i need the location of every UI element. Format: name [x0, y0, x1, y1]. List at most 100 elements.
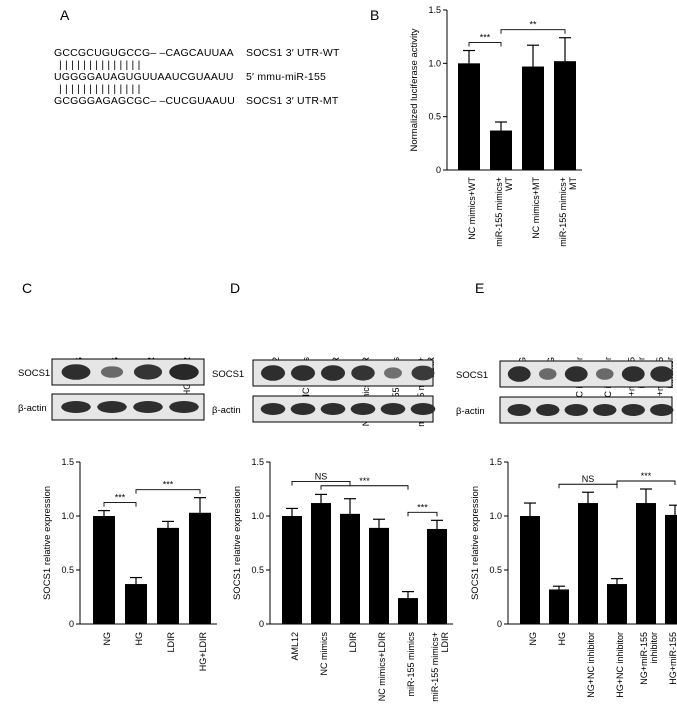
bar: [636, 503, 656, 624]
chart-d: 0 0.5 1.0 1.5 SOCS1 relative expression AML12…: [232, 457, 453, 702]
y-tick-label: 1.0: [428, 58, 441, 68]
label-wt: SOCS1 3′ UTR-WT: [246, 47, 340, 59]
blot-band: [507, 404, 531, 416]
y-axis-label: Normalized luciferase activity: [409, 28, 420, 151]
x-tick-label: HG+NC inhibitor: [615, 632, 625, 698]
significance-bracket: [500, 29, 566, 34]
bar: [125, 584, 147, 624]
bar: [369, 527, 389, 624]
blot-band: [350, 403, 376, 415]
lane-label: HG+NC inhibitor: [603, 357, 613, 423]
significance-label: NS: [582, 474, 595, 484]
x-tick-label: NC mimics+WT: [467, 177, 477, 240]
significance-label: ***: [115, 493, 126, 503]
blot-band: [621, 366, 645, 382]
panel-letter-e: E: [475, 280, 484, 296]
bar: [398, 598, 418, 624]
y-tick-label: 1.5: [489, 457, 502, 467]
blot-band: [100, 366, 124, 378]
chart-b: 0 0.5 1.0 1.5 Normalized luciferase activity…: [409, 5, 582, 247]
blot-band: [97, 401, 127, 413]
bar: [549, 589, 569, 624]
panel-letter-a: A: [60, 7, 70, 23]
x-tick-label: HG: [134, 632, 144, 646]
x-tick-label: miR-155 mimics+MT: [558, 177, 578, 247]
actin-row-label: β-actin: [212, 405, 241, 416]
socs1-row-label: SOCS1: [212, 369, 244, 380]
bar: [340, 513, 360, 624]
blot-band: [380, 403, 406, 415]
x-tick-label: NG: [102, 632, 112, 646]
x-tick-label: NC mimics: [319, 632, 329, 676]
blot-band: [133, 364, 163, 380]
seq-wt-pairs: | | | | | | | | | | | | | |: [59, 59, 141, 71]
panel-letter-c: C: [22, 280, 32, 296]
x-tick-label: HG+LDIR: [198, 632, 208, 672]
significance-label: ***: [417, 502, 428, 512]
bar: [93, 516, 115, 624]
x-tick-label: miR-155 mimics+LDIR: [430, 632, 450, 702]
y-tick-label: 1.0: [61, 511, 74, 521]
bar: [282, 516, 302, 624]
bar: [427, 528, 447, 624]
blot-band: [384, 367, 402, 379]
blot-band: [411, 365, 435, 381]
bar: [458, 63, 480, 171]
significance-label: ***: [359, 476, 370, 486]
y-tick-label: 0: [436, 165, 441, 175]
chart-c: 0 0.5 1.0 1.5 SOCS1 relative expression NG HG L…: [42, 457, 217, 671]
blot-band: [169, 364, 199, 380]
y-tick-label: 1.5: [251, 457, 264, 467]
blot-band: [593, 404, 617, 416]
blot-band: [320, 403, 346, 415]
significance-bracket: [135, 489, 201, 494]
x-tick-label: NG+miR-155inhibitor: [639, 632, 659, 685]
significance-bracket: [291, 480, 351, 486]
y-axis-label: SOCS1 relative expression: [232, 486, 243, 600]
y-tick-label: 0.5: [428, 112, 441, 122]
label-mir: 5′ mmu-miR-155: [246, 71, 326, 83]
blot-band: [564, 404, 588, 416]
x-tick-label: LDIR: [348, 632, 358, 653]
blot-band: [133, 401, 163, 413]
bar: [490, 130, 512, 170]
actin-row-label: β-actin: [456, 406, 485, 417]
y-axis-label: SOCS1 relative expression: [42, 486, 53, 600]
x-tick-label: LDIR: [166, 632, 176, 653]
blot-band: [621, 404, 645, 416]
x-tick-label: NC mimics+MT: [531, 177, 541, 239]
y-tick-label: 0: [69, 619, 74, 629]
y-tick-label: 1.0: [251, 511, 264, 521]
bar: [554, 61, 576, 171]
socs1-row-label: SOCS1: [456, 370, 488, 381]
bar: [311, 503, 331, 624]
bar-charts: 0 0.5 1.0 1.5 Normalized luciferase activity…: [42, 5, 677, 702]
y-tick-label: 1.5: [61, 457, 74, 467]
blot-band: [260, 403, 286, 415]
bar: [189, 512, 211, 624]
x-tick-label: NC mimics+LDIR: [377, 632, 387, 702]
panel-letter-d: D: [230, 280, 240, 296]
blot-band: [536, 404, 560, 416]
significance-label: NS: [315, 471, 328, 481]
x-tick-label: miR-155 mimics+WT: [494, 177, 514, 247]
x-tick-label: HG: [557, 632, 567, 646]
blot-band: [290, 403, 316, 415]
significance-label: ***: [641, 471, 652, 481]
significance-label: ***: [163, 480, 174, 490]
blot-band: [320, 365, 346, 381]
blot-band: [290, 365, 316, 381]
x-tick-label: NG+NC inhibitor: [586, 632, 596, 698]
significance-label: **: [529, 20, 537, 30]
lane-label: NG+NC inhibitor: [574, 357, 584, 423]
socs1-row-label: SOCS1: [18, 368, 50, 379]
sequence-alignment: GCCGCUGUGCCG– –CAGCAUUAA | | | | | | | |…: [54, 47, 340, 107]
x-tick-label: NG: [528, 632, 538, 646]
significance-bracket: [407, 511, 438, 517]
lane-label: miR-155 mimics: [391, 357, 401, 422]
bar: [157, 527, 179, 624]
blot-band: [507, 366, 531, 382]
seq-mt: GCGGGAGAGCGC– –CUCGUAAUU: [54, 95, 235, 107]
